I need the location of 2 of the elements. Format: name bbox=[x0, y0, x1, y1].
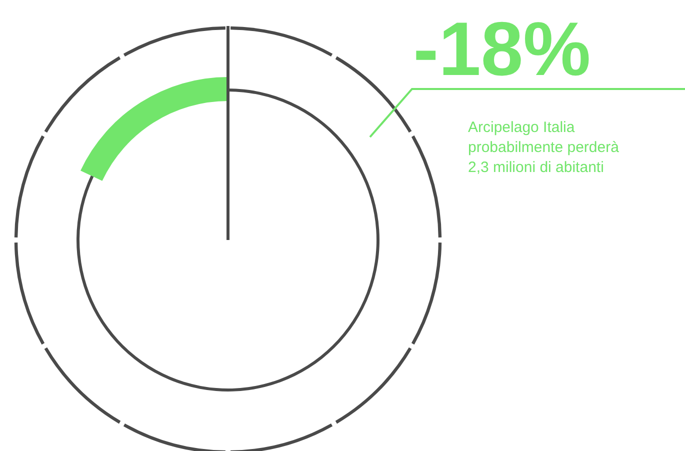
chart-title: -18% bbox=[413, 7, 591, 92]
text: Arcipelago Italia probabilmente perderà 2,3 milioni di abitanti bbox=[468, 119, 620, 176]
